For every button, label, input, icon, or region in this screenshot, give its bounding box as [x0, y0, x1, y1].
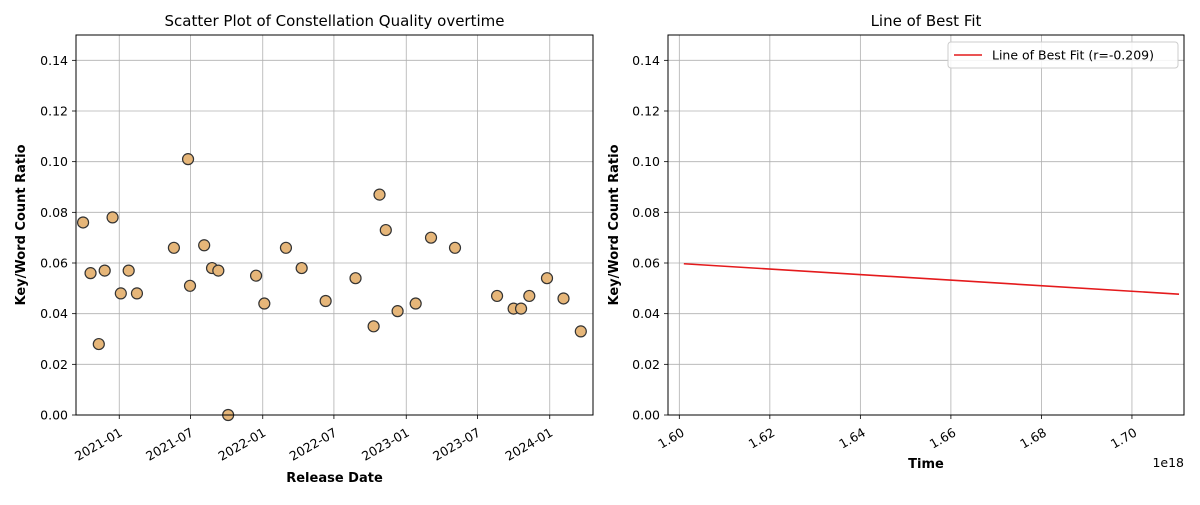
scatter-point	[258, 297, 271, 310]
left-x-tick-label: 2021-07	[143, 425, 196, 464]
scatter-point	[212, 264, 225, 277]
right-x-tick-label: 1.60	[655, 425, 687, 452]
left-y-tick-label: 0.06	[40, 256, 68, 271]
right-x-tick-label: 1.64	[836, 425, 868, 452]
left-x-tick-label: 2023-01	[359, 425, 412, 464]
scatter-point	[279, 241, 293, 254]
left-chart-title: Scatter Plot of Constellation Quality ov…	[165, 12, 505, 30]
legend-box	[947, 41, 1179, 69]
right-y-tick-label: 0.10	[632, 154, 660, 169]
left-x-axis-label: Release Date	[286, 471, 383, 486]
right-y-axis-label: Key/Word Count Ratio	[607, 144, 622, 305]
scatter-point	[92, 337, 105, 351]
right-plot-frame	[667, 34, 1185, 416]
legend: Line of Best Fit (r=-0.209)	[947, 41, 1179, 69]
scatter-point	[122, 264, 135, 277]
scatter-point	[84, 267, 97, 280]
scatter-point	[106, 211, 119, 224]
right-y-tick-label: 0.06	[632, 256, 660, 271]
right-x-tick-label: 1.68	[1017, 425, 1049, 452]
right-y-tick-label: 0.04	[632, 306, 660, 321]
scatter-point	[167, 241, 180, 254]
left-x-tick-label: 2022-07	[287, 425, 340, 464]
scatter-point	[319, 294, 332, 308]
scatter-point	[379, 223, 392, 237]
x-axis-offset-label: 1e18	[1152, 455, 1184, 470]
scatter-point	[490, 289, 504, 303]
right-x-axis-label: Time	[908, 457, 944, 472]
left-y-tick-label: 0.00	[40, 408, 68, 423]
left-y-axis-label: Key/Word Count Ratio	[14, 144, 29, 305]
left-y-tick-label: 0.12	[40, 104, 68, 119]
scatter-point	[391, 305, 404, 318]
scatter-point	[448, 241, 462, 254]
left-x-tick-label: 2021-01	[72, 425, 125, 464]
scatter-point	[183, 279, 197, 292]
right-y-tick-label: 0.02	[632, 357, 660, 372]
scatter-point	[540, 272, 554, 285]
left-x-tick-label: 2024-01	[503, 425, 556, 464]
legend-entry: Line of Best Fit (r=-0.209)	[992, 48, 1154, 63]
left-panel: Scatter Plot of Constellation Quality ov…	[14, 12, 594, 486]
right-y-tick-label: 0.00	[632, 408, 660, 423]
right-y-tick-label: 0.08	[632, 205, 660, 220]
right-x-tick-label: 1.62	[746, 425, 778, 452]
left-y-tick-label: 0.02	[40, 357, 68, 372]
scatter-point	[249, 269, 263, 282]
scatter-point	[424, 231, 438, 244]
scatter-point	[76, 216, 90, 229]
left-plot-frame	[75, 34, 594, 416]
scatter-point	[514, 302, 528, 315]
scatter-point	[114, 287, 127, 300]
scatter-point	[557, 292, 570, 305]
scatter-point	[98, 264, 111, 277]
right-y-tick-label: 0.12	[632, 104, 660, 119]
scatter-point	[181, 153, 195, 166]
scatter-point	[295, 261, 308, 275]
right-x-tick-label: 1.70	[1108, 425, 1140, 452]
best-fit-line	[683, 262, 1180, 295]
right-chart-title: Line of Best Fit	[871, 12, 982, 30]
scatter-point	[373, 188, 386, 201]
left-y-tick-label: 0.04	[40, 306, 68, 321]
right-panel: Line of Best Fit 1.60 1.62 1.64 1.66 1.68 1.7…	[607, 12, 1185, 472]
scatter-point	[130, 287, 144, 300]
left-y-tick-label: 0.08	[40, 205, 68, 220]
scatter-point	[367, 320, 380, 333]
right-y-tick-label: 0.14	[632, 53, 660, 68]
scatter-point	[574, 325, 587, 338]
left-x-tick-label: 2022-01	[216, 425, 269, 464]
scatter-point	[198, 239, 211, 252]
left-y-tick-label: 0.14	[40, 53, 68, 68]
right-x-tick-label: 1.66	[927, 425, 959, 452]
scatter-point	[349, 272, 362, 285]
scatter-point	[409, 297, 422, 310]
left-x-tick-label: 2023-07	[430, 425, 483, 464]
left-y-tick-label: 0.10	[40, 154, 68, 169]
scatter-point	[523, 289, 536, 303]
